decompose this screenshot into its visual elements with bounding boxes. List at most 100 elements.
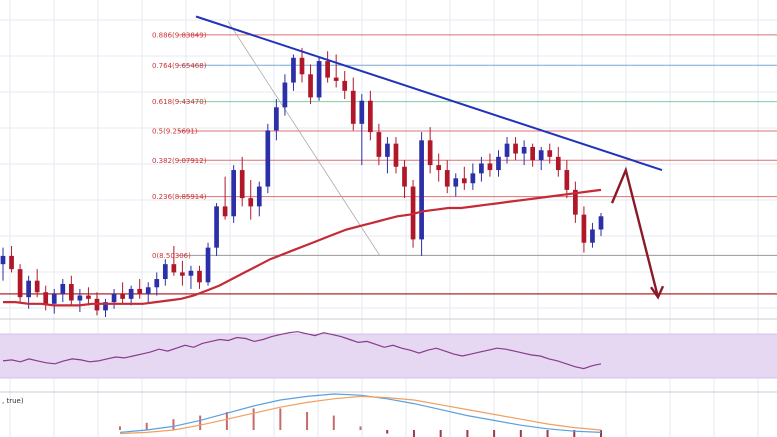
candle-body <box>367 100 373 133</box>
fib-diagonal-line <box>227 21 381 257</box>
candle-body <box>590 229 595 243</box>
candle-body <box>103 302 108 311</box>
macd-bar <box>225 412 228 430</box>
candle-body <box>274 107 279 131</box>
fibonacci-levels: 0.886(9.83849) 0.764(9.65468) 0.618(9.43… <box>152 31 777 260</box>
candle-body <box>530 146 536 161</box>
macd-bar <box>306 412 309 430</box>
candle-body <box>427 140 433 166</box>
candle-body <box>188 270 194 276</box>
macd-line <box>119 393 602 433</box>
macd-bar <box>172 419 175 430</box>
rsi-band <box>0 334 777 378</box>
candle-body <box>333 77 339 81</box>
candle-body <box>350 90 356 124</box>
candle-body <box>214 206 219 248</box>
fib-label-0236: 0.236(8.85914) <box>152 193 207 201</box>
candle-body <box>453 178 459 187</box>
candle-body <box>538 150 544 161</box>
candle-body <box>308 74 313 98</box>
macd-bar <box>466 430 469 437</box>
candle-body <box>573 189 578 215</box>
candle-body <box>291 57 296 83</box>
candle-body <box>282 82 288 108</box>
candle-body <box>180 272 185 276</box>
candle-body <box>504 143 510 157</box>
candle-body <box>34 280 40 293</box>
candle-body <box>376 132 382 157</box>
candle-body <box>419 140 424 240</box>
projection-arrow-path <box>610 166 660 298</box>
candle-body <box>342 80 348 91</box>
candle-body <box>487 163 493 171</box>
candle-body <box>17 269 23 298</box>
candle-body <box>444 170 450 187</box>
candle-body <box>470 173 476 184</box>
macd-bar <box>279 408 282 430</box>
candle-body <box>51 293 57 304</box>
macd-signal-line <box>119 395 602 435</box>
candle-body <box>171 264 177 273</box>
candle-body <box>461 178 467 184</box>
macd-bar <box>252 408 255 430</box>
fib-label-0886: 0.886(9.83849) <box>152 31 207 39</box>
candle-body <box>256 186 262 207</box>
projection-arrowhead <box>650 285 665 300</box>
candle-body <box>402 166 407 187</box>
candle-body <box>9 255 14 270</box>
candle-body <box>205 247 211 283</box>
candle-body <box>555 156 561 171</box>
candle-body <box>86 295 91 299</box>
candle-body <box>154 279 160 288</box>
candle-body <box>393 143 399 167</box>
macd-bar <box>600 430 602 437</box>
macd-bar <box>332 415 335 430</box>
macd-bar <box>546 430 549 437</box>
candle-body <box>231 170 237 217</box>
fib-label-0764: 0.764(9.65468) <box>152 62 207 70</box>
rsi-line <box>2 331 602 370</box>
fib-label-0618: 0.618(9.43470) <box>152 98 207 106</box>
macd-bar <box>199 415 202 430</box>
candle-body <box>436 165 442 171</box>
candle-body <box>513 143 518 154</box>
candle-body <box>68 283 74 301</box>
candle-body <box>325 61 330 78</box>
macd-bar <box>493 430 496 437</box>
candle-body <box>564 170 570 190</box>
fib-label-05: 0.5(9.25691) <box>152 127 198 135</box>
candle-body <box>316 61 322 98</box>
macd-bar <box>119 426 121 430</box>
macd-histogram <box>119 408 602 437</box>
candle-body <box>385 143 390 157</box>
macd-bar <box>439 430 442 437</box>
macd-bar <box>412 430 415 437</box>
fib-label-0: 0(8.50306) <box>152 252 191 260</box>
macd-bar <box>573 430 576 437</box>
candle-body <box>521 146 527 154</box>
candle-body <box>547 150 553 157</box>
candle-body <box>581 214 587 243</box>
bearish-trend-line <box>195 15 663 172</box>
candle-body <box>145 287 151 294</box>
candle-body <box>43 292 49 304</box>
candle-body <box>128 288 134 299</box>
candle-body <box>265 130 271 187</box>
candle-body <box>26 280 31 298</box>
candle-body <box>239 170 245 199</box>
macd-bar <box>519 430 522 437</box>
macd-label: , true) <box>2 397 24 405</box>
macd-bar <box>359 426 362 430</box>
candle-body <box>359 100 365 124</box>
fib-label-0382: 0.382(9.07912) <box>152 157 207 165</box>
candle-body <box>120 293 125 299</box>
candlestick-series <box>0 47 604 317</box>
candle-body <box>248 198 254 207</box>
macd-bar <box>386 430 389 434</box>
macd-bar <box>145 422 148 430</box>
candle-body <box>77 295 83 301</box>
candle-body <box>222 206 228 217</box>
candle-body <box>60 283 66 294</box>
candle-body <box>162 264 168 280</box>
